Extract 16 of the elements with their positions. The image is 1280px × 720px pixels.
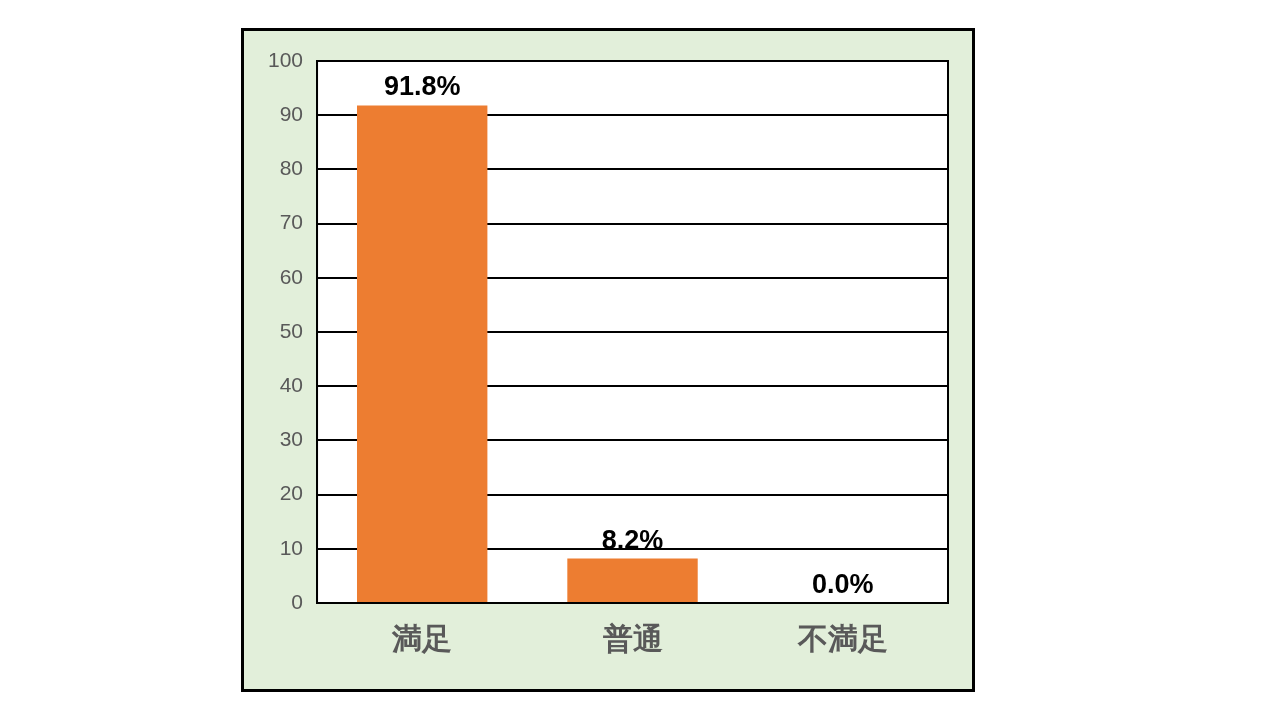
data-label: 0.0%	[812, 568, 874, 599]
y-tick-label: 40	[279, 373, 304, 396]
y-tick-label: 70	[279, 210, 304, 234]
y-tick-label: 10	[279, 535, 304, 559]
y-tick-label: 80	[279, 156, 304, 180]
data-label: 91.8%	[383, 71, 461, 102]
x-tick-label: 普通	[602, 620, 663, 656]
y-tick-label: 0	[291, 589, 304, 613]
y-tick-label: 100	[267, 47, 304, 71]
y-tick-label: 60	[279, 264, 304, 288]
y-tick-label: 90	[279, 102, 304, 125]
y-tick-label: 50	[279, 318, 304, 342]
x-tick-label: 不満足	[796, 620, 888, 656]
x-tick-label: 満足	[391, 620, 453, 656]
y-tick-label: 30	[279, 427, 304, 451]
y-tick-label: 20	[279, 481, 304, 505]
